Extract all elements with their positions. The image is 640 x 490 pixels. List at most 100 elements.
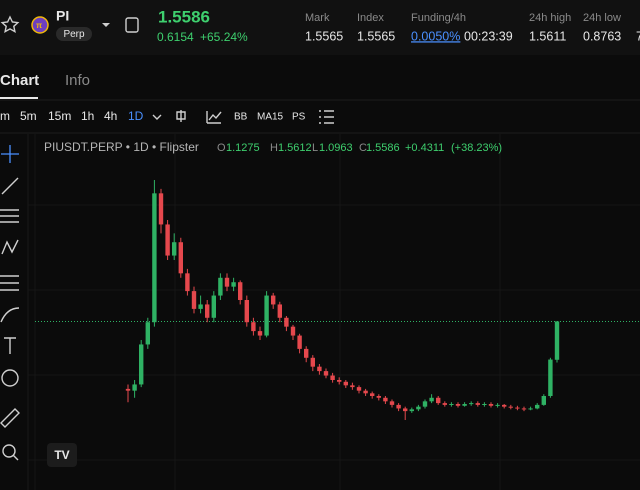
- tab[interactable]: Info: [65, 72, 90, 89]
- price-change-pct: +65.24%: [200, 30, 248, 44]
- candle-body: [185, 273, 190, 292]
- candle-body: [535, 404, 540, 409]
- crosshair-tool[interactable]: [1, 145, 19, 163]
- stat-value-cut: 7: [636, 29, 640, 43]
- candle-body: [310, 357, 315, 367]
- candle-body: [257, 331, 263, 336]
- candle-body: [271, 295, 276, 305]
- candle-body: [449, 404, 454, 405]
- candle-body: [290, 326, 296, 336]
- candle-body: [521, 408, 527, 410]
- candle-body: [284, 317, 289, 327]
- coin-logo-mark: π: [36, 21, 42, 30]
- candle-body: [264, 295, 269, 336]
- zoom-tool[interactable]: [2, 444, 16, 458]
- candle-body: [238, 282, 243, 300]
- plot: [35, 180, 640, 420]
- legend-change: +0.4311: [405, 142, 444, 154]
- candle-body: [482, 404, 487, 405]
- stat-label: Index: [357, 12, 384, 24]
- legend-key: C: [359, 142, 367, 154]
- stat-label: 24h low: [583, 12, 621, 24]
- pattern-tool[interactable]: [1, 239, 19, 255]
- stat-value: 0.8763: [583, 29, 621, 43]
- tab-active[interactable]: Chart: [0, 72, 39, 89]
- candle-body: [515, 407, 520, 409]
- candle-body: [488, 404, 494, 406]
- timeframe[interactable]: 15m: [48, 109, 71, 123]
- timeframe[interactable]: 1h: [81, 109, 94, 123]
- indicator-icon[interactable]: [206, 111, 222, 124]
- timeframe[interactable]: 5m: [20, 109, 37, 123]
- candle-body: [495, 404, 500, 406]
- candle-body: [145, 322, 150, 345]
- candle-body: [363, 390, 368, 394]
- trendline-tool[interactable]: [1, 177, 19, 195]
- legend-value: 1.1275: [226, 142, 260, 154]
- candle-body: [277, 304, 282, 318]
- candle-body: [172, 242, 177, 256]
- stat-label: 24h high: [529, 12, 571, 24]
- candle-body: [337, 380, 342, 382]
- candle-body: [211, 295, 216, 318]
- doc-icon[interactable]: [125, 17, 139, 33]
- tab-underline: [0, 97, 38, 99]
- price-change: 0.6154: [157, 30, 194, 44]
- stat-value: 1.5611: [529, 29, 566, 43]
- timeframe-more[interactable]: [152, 114, 162, 120]
- legend-key: O: [217, 142, 226, 154]
- dropdown[interactable]: [102, 23, 110, 27]
- candle-body: [323, 371, 329, 376]
- settings-icon[interactable]: PS: [292, 112, 306, 123]
- candle-body: [389, 401, 395, 405]
- candle-body: [475, 403, 480, 405]
- timeframe[interactable]: m: [0, 109, 10, 123]
- projection-tool[interactable]: [0, 275, 19, 291]
- timeframe[interactable]: 4h: [104, 109, 117, 123]
- stat-value: 1.5565: [357, 29, 395, 43]
- ruler-tool[interactable]: [0, 408, 20, 428]
- candle-body: [304, 348, 309, 358]
- candle-body: [370, 393, 375, 396]
- list-icon[interactable]: [319, 110, 334, 124]
- candle-body: [297, 335, 302, 349]
- text-tool[interactable]: [4, 337, 16, 354]
- grid: [28, 134, 640, 490]
- emoji-tool[interactable]: [1, 369, 19, 387]
- candle-body: [528, 408, 533, 410]
- stat-label: Funding/4h: [411, 12, 466, 24]
- favorite-star[interactable]: [0, 15, 20, 33]
- chart-type-icon[interactable]: [176, 110, 186, 122]
- legend-key: L: [312, 142, 318, 154]
- brush-tool[interactable]: [0, 307, 20, 323]
- candle-body: [469, 403, 474, 405]
- indicator[interactable]: BB: [234, 112, 248, 123]
- candle-body: [165, 224, 170, 256]
- zoom-tool-handle: [12, 454, 19, 461]
- legend-value: 1.5612: [278, 142, 312, 154]
- candle-body: [218, 277, 223, 296]
- candle-body: [152, 193, 157, 323]
- legend-title: PIUSDT.PERP • 1D • Flipster: [44, 140, 199, 154]
- timeframe-active[interactable]: 1D: [128, 109, 144, 123]
- fib-tool[interactable]: [0, 209, 19, 223]
- stat-label: Mark: [305, 12, 330, 24]
- candle-body: [422, 401, 428, 407]
- coin-logo: [31, 16, 49, 34]
- candle-body: [429, 397, 434, 402]
- candle-body: [317, 366, 322, 372]
- candle-body: [231, 282, 236, 287]
- candle-body: [356, 387, 362, 391]
- funding-rate[interactable]: 0.0050%: [411, 29, 460, 43]
- indicator[interactable]: MA15: [257, 112, 284, 123]
- legend-key: H: [270, 142, 278, 154]
- candle-body: [178, 242, 183, 274]
- badge-bg: [56, 27, 92, 41]
- tv-logo-bg: [47, 443, 77, 467]
- symbol[interactable]: PI: [56, 8, 69, 24]
- funding-countdown: 00:23:39: [464, 29, 513, 43]
- candle-body: [376, 396, 381, 398]
- top-bar: [0, 0, 640, 55]
- candle-body: [125, 388, 131, 391]
